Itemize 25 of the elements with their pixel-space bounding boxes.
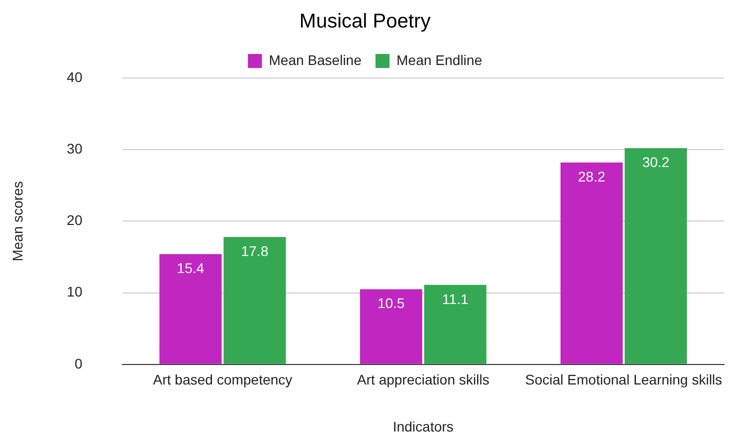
x-axis-title: Indicators [392, 418, 454, 434]
x-tick-label: Social Emotional Learning skills [525, 372, 722, 388]
y-tick-label: 0 [74, 355, 83, 372]
data-label: 11.1 [442, 290, 469, 307]
chart-title: Musical Poetry [299, 10, 431, 33]
x-tick-label: Art appreciation skills [357, 372, 490, 388]
data-label: 17.8 [241, 242, 269, 259]
data-label: 28.2 [578, 168, 606, 184]
bar [360, 289, 422, 364]
y-tick-label: 10 [66, 284, 83, 300]
data-label: 15.4 [176, 260, 204, 276]
y-tick-label: 30 [66, 140, 83, 156]
bar [424, 284, 486, 364]
y-tick-label: 40 [66, 68, 83, 85]
legend-label: Mean Baseline [268, 52, 362, 68]
legend-label: Mean Endline [396, 52, 482, 68]
y-axis-title: Mean scores [9, 181, 26, 262]
y-tick-label: 20 [66, 212, 83, 228]
bar [560, 162, 623, 364]
bar [159, 254, 222, 364]
data-label: 30.2 [642, 154, 670, 170]
data-label: 10.5 [377, 295, 405, 312]
x-tick-label: Art based competency [152, 372, 292, 388]
bar [624, 148, 687, 364]
bar [224, 236, 286, 364]
